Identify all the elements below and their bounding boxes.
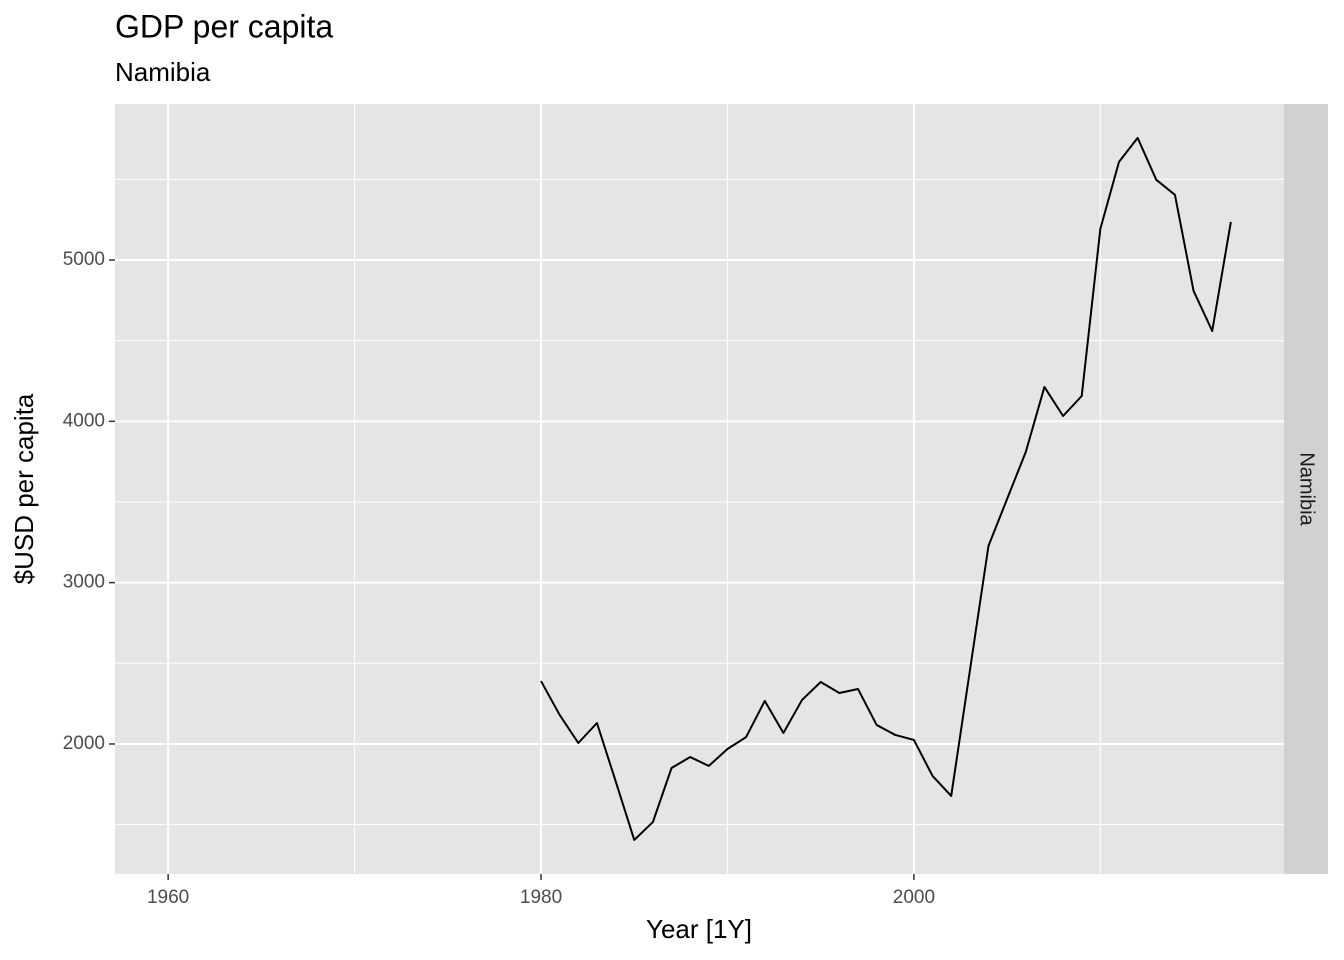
chart-subtitle: Namibia — [115, 57, 211, 87]
x-axis-label: Year [1Y] — [646, 914, 752, 944]
panel — [115, 104, 1284, 874]
line-series — [540, 136, 1232, 841]
x-tick-label: 1960 — [147, 887, 189, 908]
y-tick-label: 5000 — [63, 249, 105, 270]
x-tick-label: 1980 — [520, 887, 562, 908]
y-tick-label: 3000 — [63, 572, 105, 593]
y-axis-label: $USD per capita — [9, 393, 39, 584]
facet-label: Namibia — [1296, 452, 1318, 526]
y-tick-label: 2000 — [63, 733, 105, 754]
chart-title: GDP per capita — [115, 8, 333, 44]
y-tick-label: 4000 — [63, 410, 105, 431]
facet-strip — [1284, 104, 1328, 874]
x-tick-label: 2000 — [893, 887, 935, 908]
